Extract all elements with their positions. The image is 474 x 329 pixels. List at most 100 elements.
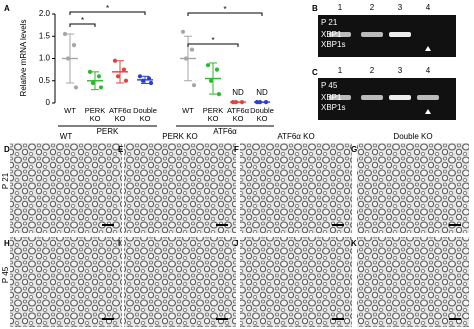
micrograph (124, 237, 236, 327)
lane-label: 2 (370, 66, 375, 75)
column-label: WT (60, 132, 73, 141)
y-tick-label: 1.0 (39, 54, 51, 63)
band-arrow (425, 109, 431, 114)
data-point (180, 29, 186, 34)
lane-label: 4 (426, 3, 431, 12)
row-label: P 45 (1, 266, 10, 283)
gel-band (361, 95, 383, 100)
lane-label: 1 (338, 3, 343, 12)
data-point (90, 80, 96, 86)
data-point (205, 63, 211, 68)
data-point (189, 47, 195, 52)
micrograph (124, 143, 236, 233)
data-point (121, 67, 127, 72)
sig-star: * (211, 36, 214, 45)
data-point (233, 100, 239, 105)
gel-band (329, 95, 351, 100)
data-point (123, 78, 129, 83)
nd-label: ND (232, 88, 244, 97)
data-point (257, 100, 263, 105)
x-tick-label: ATF6α KO (226, 106, 250, 123)
data-point (65, 56, 71, 61)
gel-band (361, 32, 383, 37)
panel-letter: K (351, 239, 357, 248)
panel-letter: I (118, 239, 120, 248)
micrograph (10, 237, 122, 327)
data-point (191, 83, 197, 88)
column-label: PERK KO (162, 132, 198, 141)
panel-letter: F (234, 145, 239, 154)
row-label: P 21 (1, 172, 10, 189)
sig-bracket (187, 43, 239, 47)
gel-band (329, 32, 351, 37)
lane-label: 2 (370, 3, 375, 12)
panel-letter: E (118, 145, 124, 154)
sig-bracket (69, 11, 146, 15)
band-label: XBP1 (321, 93, 342, 102)
data-point (115, 74, 121, 79)
stage-label: P 45 (321, 81, 338, 90)
panel-letter: J (234, 239, 238, 248)
data-point (98, 85, 104, 90)
y-tick-label: 0 (46, 98, 51, 107)
data-point (112, 58, 118, 63)
micrograph (357, 143, 469, 233)
column-label: Double KO (393, 132, 432, 141)
x-tick-label: Double KO (250, 106, 274, 123)
lane-label: 3 (398, 3, 403, 12)
gel-band (417, 95, 439, 100)
band-label: XBP1 (321, 30, 342, 39)
data-point (96, 74, 102, 79)
data-point (216, 92, 222, 97)
y-tick-label: 0.5 (39, 76, 51, 85)
data-point (214, 67, 220, 72)
micrograph (357, 237, 469, 327)
panel-letter: A (4, 4, 10, 13)
x-tick-label: PERK KO (202, 106, 224, 123)
lane-label: 1 (338, 66, 343, 75)
data-point (62, 31, 68, 37)
gel-band (389, 95, 411, 100)
group-label: ATF6α (213, 127, 237, 136)
data-point (230, 100, 236, 105)
y-axis-label: Relative mRNA levels (19, 20, 28, 97)
y-tick-label: 1.5 (39, 31, 51, 40)
data-point (148, 80, 154, 86)
x-tick-label: WT (64, 106, 76, 115)
micrograph (240, 237, 352, 327)
x-tick-label: WT (182, 106, 194, 115)
data-point (140, 78, 146, 83)
micrograph (240, 143, 352, 233)
band-label: XBP1s (321, 103, 345, 112)
stage-label: P 21 (321, 18, 338, 27)
lane-label: 4 (426, 66, 431, 75)
sig-star: * (106, 4, 109, 13)
data-point (254, 100, 260, 105)
sig-star: * (81, 16, 84, 25)
sig-star: * (223, 5, 226, 14)
data-point (73, 85, 79, 90)
group-label: PERK (97, 127, 119, 136)
x-tick-label: ATF6α KO (108, 106, 132, 123)
data-point (137, 74, 143, 79)
data-point (146, 76, 152, 81)
band-label: XBP1s (321, 40, 345, 49)
band-arrow (425, 46, 431, 51)
column-label: ATF6α KO (277, 132, 314, 141)
nd-label: ND (256, 88, 268, 97)
gel-band (389, 32, 411, 37)
data-point (183, 56, 189, 61)
x-tick-label: PERK KO (84, 106, 106, 123)
data-point (263, 100, 269, 105)
sig-bracket (187, 12, 263, 16)
data-point (87, 69, 93, 74)
panel-letter: H (4, 239, 10, 248)
x-tick-label: Double KO (133, 106, 157, 123)
micrograph (10, 143, 122, 233)
data-point (239, 100, 245, 105)
panel-letter: C (312, 68, 318, 77)
data-point (71, 43, 77, 48)
data-point (208, 78, 214, 83)
